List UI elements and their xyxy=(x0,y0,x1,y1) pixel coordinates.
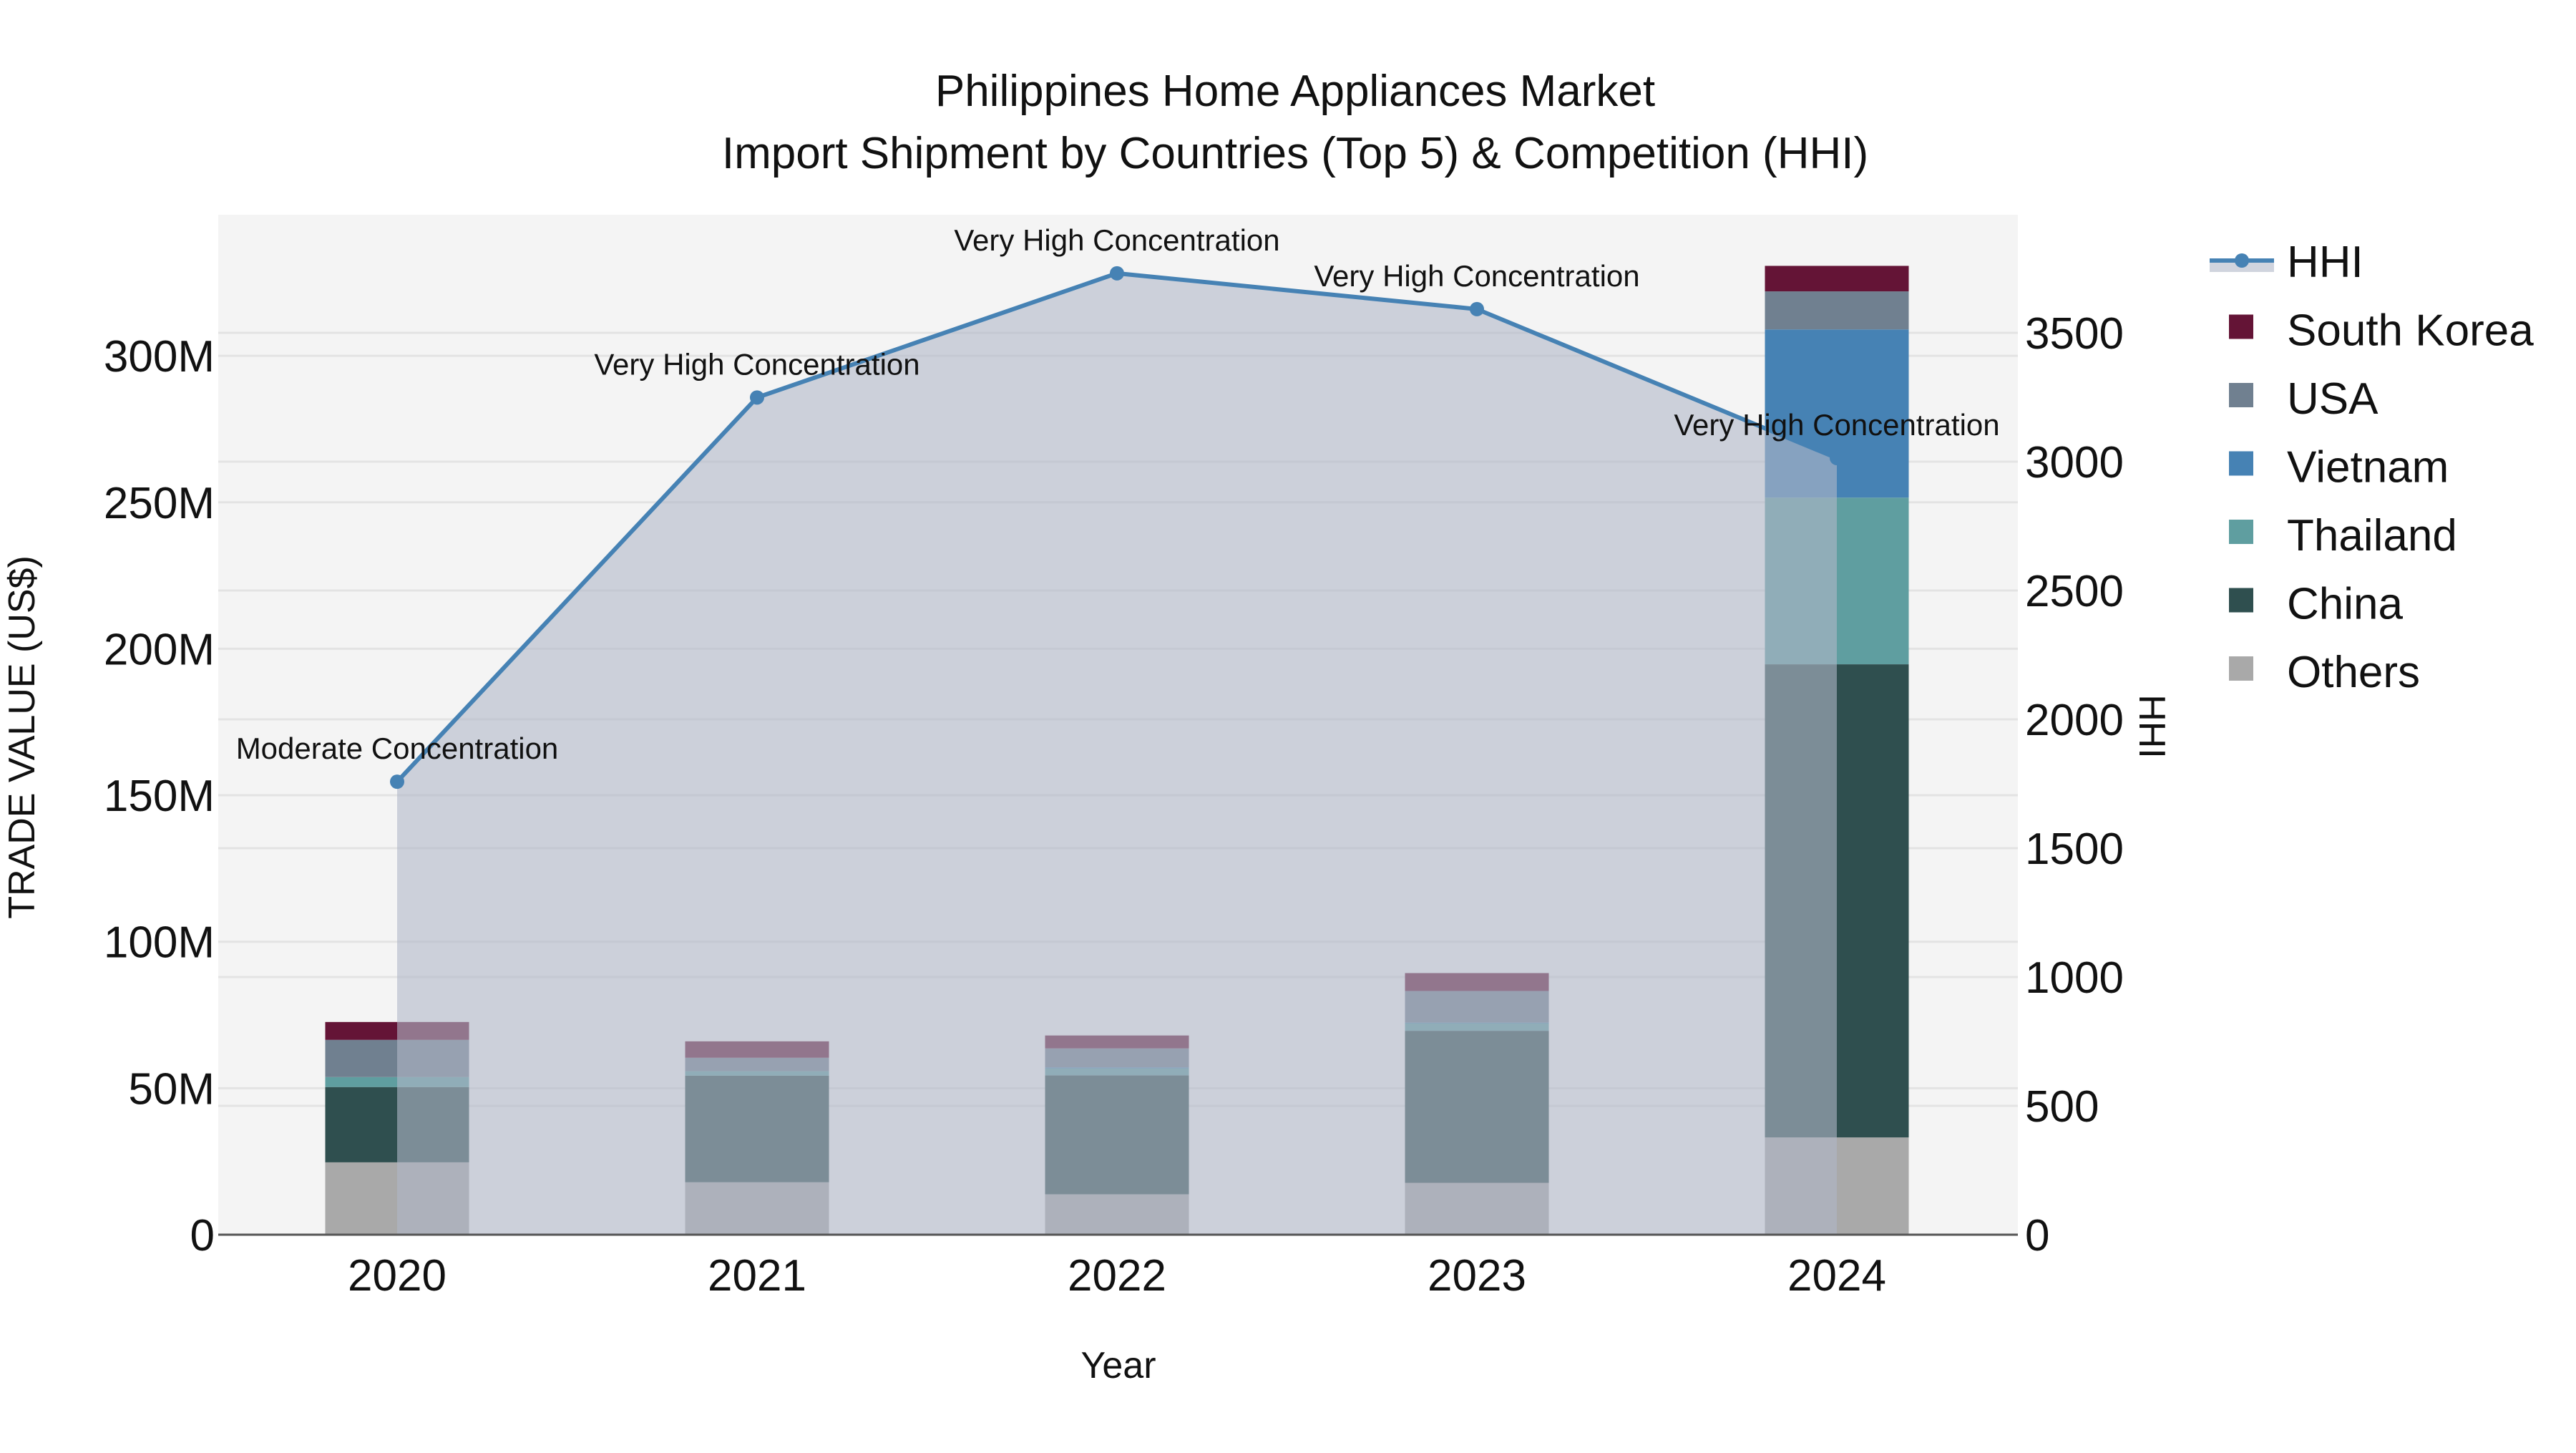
y-tick-label: 200M xyxy=(104,625,215,674)
legend-label: Others xyxy=(2287,648,2420,697)
y2-axis-title: HHI xyxy=(2131,694,2172,759)
legend-hhi-marker-icon xyxy=(2235,253,2249,268)
x-tick-label: 2022 xyxy=(1068,1251,1166,1301)
hhi-line xyxy=(390,266,1844,789)
y-tick-label: 300M xyxy=(104,332,215,382)
hhi-marker xyxy=(750,390,764,405)
x-tick-label: 2023 xyxy=(1428,1251,1526,1301)
bar-segment-south-korea xyxy=(1765,266,1909,292)
y-tick-label: 250M xyxy=(104,479,215,528)
chart-title: Philippines Home Appliances Market xyxy=(935,67,1655,116)
y-axis-ticks: 0 50M 100M 150M 200M 250M 300M xyxy=(104,332,215,1260)
x-tick-label: 2020 xyxy=(348,1251,447,1301)
y2-tick-label: 2500 xyxy=(2025,567,2124,616)
y2-tick-label: 1500 xyxy=(2025,825,2124,874)
legend-swatch-others xyxy=(2229,656,2253,681)
legend-swatch-vietnam xyxy=(2229,451,2253,476)
y2-axis-ticks: 0 500 1000 1500 2000 2500 3000 3500 xyxy=(2025,309,2124,1260)
hhi-marker xyxy=(1110,266,1124,281)
hhi-annotations: Moderate Concentration Very High Concentr… xyxy=(236,223,2000,765)
legend-label: Vietnam xyxy=(2287,443,2449,492)
bar-segment-usa xyxy=(1765,291,1909,330)
legend-label: HHI xyxy=(2287,238,2363,287)
legend-label: USA xyxy=(2287,374,2379,424)
y2-tick-label: 1000 xyxy=(2025,953,2124,1003)
x-axis-ticks: 2020 2021 2022 2023 2024 xyxy=(348,1251,1886,1301)
chart-subtitle: Import Shipment by Countries (Top 5) & C… xyxy=(722,129,1868,178)
y-axis-title: TRADE VALUE (US$) xyxy=(1,555,43,919)
hhi-annotation: Very High Concentration xyxy=(594,347,919,381)
x-tick-label: 2021 xyxy=(708,1251,806,1301)
hhi-area xyxy=(397,273,1837,1235)
legend-label: Thailand xyxy=(2287,511,2457,560)
legend-label: South Korea xyxy=(2287,306,2534,356)
y2-tick-label: 0 xyxy=(2025,1211,2049,1260)
y2-tick-label: 3000 xyxy=(2025,438,2124,487)
legend: HHI South Korea USA Vietnam Thailand China Oth… xyxy=(2210,238,2534,697)
legend-swatch-south-korea xyxy=(2229,314,2253,339)
hhi-annotation: Very High Concentration xyxy=(1674,408,1999,442)
y-tick-label: 0 xyxy=(190,1211,215,1260)
hhi-marker xyxy=(1470,301,1484,316)
y-tick-label: 150M xyxy=(104,772,215,821)
y2-tick-label: 3500 xyxy=(2025,309,2124,359)
x-tick-label: 2024 xyxy=(1787,1251,1886,1301)
y-tick-label: 100M xyxy=(104,918,215,968)
legend-swatch-usa xyxy=(2229,383,2253,407)
hhi-marker xyxy=(1830,450,1844,465)
y-tick-label: 50M xyxy=(128,1064,215,1114)
legend-swatch-china xyxy=(2229,588,2253,613)
hhi-annotation: Very High Concentration xyxy=(1314,259,1639,293)
x-axis-title: Year xyxy=(1080,1345,1156,1386)
hhi-marker xyxy=(390,774,404,789)
y2-tick-label: 500 xyxy=(2025,1082,2099,1132)
hhi-area-fill xyxy=(397,273,1837,1235)
legend-swatch-thailand xyxy=(2229,520,2253,544)
legend-label: China xyxy=(2287,580,2404,629)
y2-tick-label: 2000 xyxy=(2025,696,2124,745)
hhi-annotation: Very High Concentration xyxy=(954,223,1279,257)
hhi-annotation: Moderate Concentration xyxy=(236,732,559,765)
